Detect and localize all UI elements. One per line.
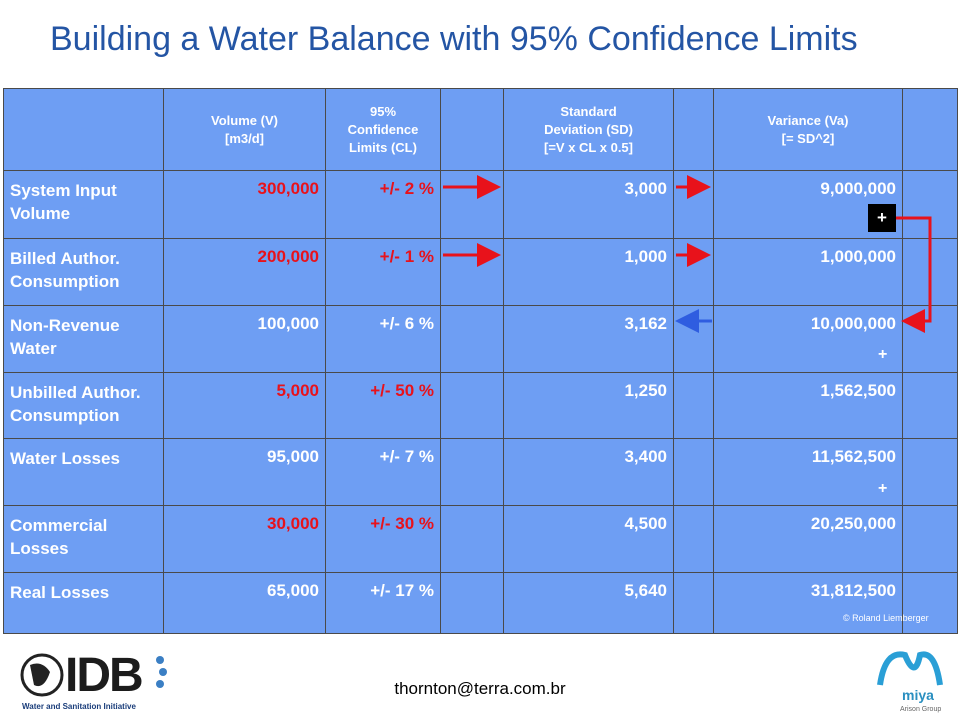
table-cell: +/- 7 % bbox=[325, 438, 441, 506]
table-cell bbox=[673, 505, 714, 573]
table-cell: Billed Author. Consumption bbox=[3, 238, 164, 306]
table-cell: 1,000 bbox=[503, 238, 674, 306]
table-cell: +/- 17 % bbox=[325, 572, 441, 634]
red-arrows bbox=[443, 175, 932, 333]
table-row: Water Losses 95,000 +/- 7 % 3,400 11,562,500 bbox=[3, 438, 958, 506]
logo-tagline: Arison Group bbox=[900, 706, 942, 713]
table-cell: 5,640 bbox=[503, 572, 674, 634]
table-cell bbox=[902, 505, 958, 573]
table-cell: 3,000 bbox=[503, 170, 674, 239]
table-cell: 95,000 bbox=[163, 438, 326, 506]
header-cell: Standard Deviation (SD) [=V x CL x 0.5] bbox=[503, 88, 674, 171]
table-cell: +/- 1 % bbox=[325, 238, 441, 306]
table-cell: Non-Revenue Water bbox=[3, 305, 164, 373]
idb-logo-mark bbox=[20, 653, 167, 697]
miya-logo-mark bbox=[877, 651, 943, 686]
table-cell: 1,250 bbox=[503, 372, 674, 439]
plus-box: + bbox=[868, 204, 896, 232]
table-cell: 10,000,000 bbox=[713, 305, 903, 373]
table-row: Non-Revenue Water 100,000 +/- 6 % 3,162 10,0… bbox=[3, 305, 958, 373]
logo-tagline: Water and Sanitation Initiative bbox=[22, 702, 136, 711]
table-cell: 4,500 bbox=[503, 505, 674, 573]
table-cell: Water Losses bbox=[3, 438, 164, 506]
logo-text: IDB bbox=[65, 649, 144, 702]
table-cell: 300,000 bbox=[163, 170, 326, 239]
header-row: Volume (V) [m3/d] 95% Confidence Limits (CL… bbox=[3, 88, 958, 171]
header-cell: Variance (Va) [= SD^2] bbox=[713, 88, 903, 171]
footer-email: thornton@terra.com.br bbox=[394, 679, 566, 698]
table-row: Billed Author. Consumption 200,000 +/- 1 %… bbox=[3, 238, 958, 306]
table-cell: 31,812,500 bbox=[713, 572, 903, 634]
table-cell: +/- 50 % bbox=[325, 372, 441, 439]
table-cell: 3,400 bbox=[503, 438, 674, 506]
balance-table: Volume (V) [m3/d] 95% Confidence Limits (CL… bbox=[3, 88, 958, 634]
table-cell: 1,562,500 bbox=[713, 372, 903, 439]
table-row: Unbilled Author. Consumption 5,000 +/- 50 … bbox=[3, 372, 958, 439]
table-cell: +/- 6 % bbox=[325, 305, 441, 373]
table-cell: Real Losses bbox=[3, 572, 164, 634]
table-cell: System Input Volume bbox=[3, 170, 164, 239]
table-cell: Unbilled Author. Consumption bbox=[3, 372, 164, 439]
table-cell bbox=[440, 572, 504, 634]
table-cell: 11,562,500 bbox=[713, 438, 903, 506]
table-cell bbox=[902, 572, 958, 634]
table-cell bbox=[902, 438, 958, 506]
table-row: Real Losses 65,000 +/- 17 % 5,640 31,812,500 bbox=[3, 572, 958, 634]
plus-sign: + bbox=[878, 480, 888, 497]
table-cell: 20,250,000 bbox=[713, 505, 903, 573]
table-cell: +/- 30 % bbox=[325, 505, 441, 573]
table-cell bbox=[673, 438, 714, 506]
slide-title: Building a Water Balance with 95% Confid… bbox=[50, 20, 858, 58]
table-cell bbox=[440, 438, 504, 506]
table-cell: 100,000 bbox=[163, 305, 326, 373]
table-cell: 3,162 bbox=[503, 305, 674, 373]
plus-sign: + bbox=[878, 346, 888, 363]
copyright: © Roland Liemberger bbox=[843, 613, 929, 623]
table-cell: 65,000 bbox=[163, 572, 326, 634]
table-cell bbox=[440, 305, 504, 373]
table-cell: 200,000 bbox=[163, 238, 326, 306]
header-cell: 95% Confidence Limits (CL) bbox=[325, 88, 441, 171]
table-cell: 1,000,000 bbox=[713, 238, 903, 306]
table-cell bbox=[440, 372, 504, 439]
table-cell: +/- 2 % bbox=[325, 170, 441, 239]
logo-text: miya bbox=[902, 687, 934, 703]
